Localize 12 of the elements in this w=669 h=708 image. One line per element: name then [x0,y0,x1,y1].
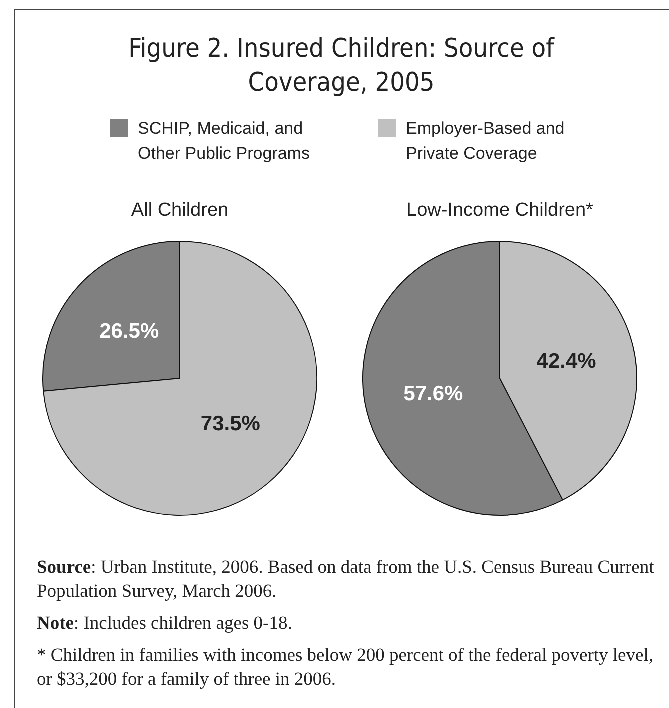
chart-title: Figure 2. Insured Children: Source of Coverage, 2005 [128,33,556,100]
data-label: 42.4% [536,350,597,374]
legend-label: SCHIP, Medicaid, and Other Public Programs [138,118,311,165]
slice-label: Low-Income Children* [406,200,594,223]
source-note: Source: Urban Institute, 2006. Based on data from the U.S. Census Bureau Current Population Survey, March 2006. [37,557,656,604]
data-label: 73.5% [200,412,261,436]
data-label: 26.5% [100,320,160,344]
text: Note: Includes children ages 0-18. [37,613,294,636]
legend-label: Employer-Based and Private Coverage [406,118,566,165]
data-label: 57.6% [404,382,464,406]
slice-label: All Children [130,200,230,223]
text: * Children in families with incomes below 200 percent of the federal poverty level, or $33,200 for a family of three in 2006. [37,645,654,692]
